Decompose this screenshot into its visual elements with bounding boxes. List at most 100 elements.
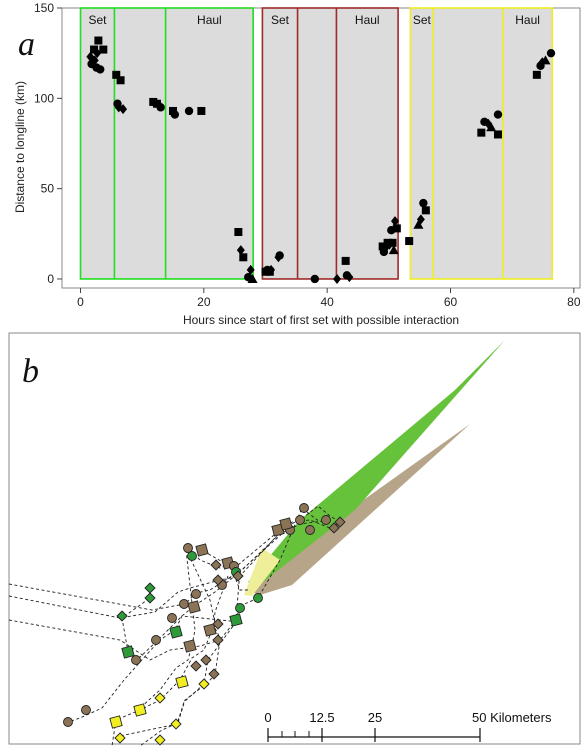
x-axis-title: Hours since start of first set with poss…	[183, 313, 459, 327]
brown-circle-marker	[299, 503, 309, 513]
green-square-marker	[121, 645, 135, 659]
data-point-square	[90, 45, 99, 54]
x-tick-label: 20	[197, 295, 211, 309]
brown-diamond-marker	[210, 559, 222, 571]
track-line	[239, 507, 321, 607]
set-label: Set	[271, 13, 290, 27]
track-line	[119, 621, 237, 737]
data-point-circle	[419, 198, 428, 208]
data-point-diamond	[333, 273, 342, 284]
brown-circle-marker	[295, 515, 305, 525]
data-point-square	[197, 106, 206, 115]
x-tick-label: 80	[567, 295, 581, 309]
data-point-square	[392, 224, 401, 233]
data-point-triangle	[486, 122, 497, 132]
data-point-square	[116, 76, 125, 85]
haul-label: Haul	[355, 13, 380, 27]
scale-label-50-kilometers: 50 Kilometers	[472, 710, 552, 725]
panel-a: a Set Haul Set Haul Set Haul 0 50 100 150 0 20 40 6…	[13, 1, 581, 327]
brown-circle-marker	[321, 515, 331, 525]
y-axis-title: Distance to longline (km)	[13, 81, 27, 213]
track-line	[139, 549, 196, 709]
brown-diamond-marker	[328, 522, 340, 534]
operation-box-2	[261, 7, 399, 280]
yellow-square-marker	[133, 703, 147, 717]
brown-circle-marker	[131, 655, 141, 665]
yellow-diamond-marker	[114, 732, 126, 744]
brown-circle-marker	[151, 635, 161, 645]
track-line	[8, 529, 281, 611]
data-point-diamond	[274, 252, 283, 263]
brown-circle-marker	[179, 599, 189, 609]
green-square-marker	[229, 613, 243, 627]
data-point-triangle	[247, 273, 258, 283]
data-point-square	[239, 253, 248, 262]
brown-square-marker	[183, 639, 197, 653]
yellow-square-marker	[109, 715, 123, 729]
data-point-square	[94, 36, 103, 45]
brown-diamond-marker	[208, 668, 220, 680]
y-tick-label: 150	[34, 1, 54, 15]
panel-a-letter: a	[18, 26, 35, 63]
data-points	[86, 36, 556, 284]
brown-diamond-marker	[200, 654, 212, 666]
yellow-square-marker	[175, 675, 189, 689]
brown-square-marker	[187, 600, 201, 614]
y-tick-label: 50	[41, 182, 55, 196]
track-line	[111, 548, 216, 746]
data-point-circle	[96, 65, 105, 74]
x-tick-label: 40	[320, 295, 334, 309]
data-point-diamond	[119, 104, 128, 115]
data-point-circle	[310, 274, 320, 284]
data-point-square	[234, 228, 243, 236]
yellow-diamond-marker	[154, 734, 166, 746]
data-point-square	[493, 130, 502, 139]
haul-label: Haul	[515, 13, 540, 27]
operation-box-3	[409, 7, 554, 280]
haul-label: Haul	[197, 13, 222, 27]
data-point-diamond	[345, 272, 354, 283]
panel-b-map: b	[8, 332, 581, 746]
scale-label-25: 25	[368, 710, 382, 725]
data-point-diamond	[93, 48, 102, 59]
data-point-diamond	[155, 100, 164, 111]
green-square-marker	[169, 625, 183, 639]
data-point-circle	[184, 106, 194, 116]
brown-circle-marker	[63, 717, 73, 727]
data-point-diamond	[246, 264, 255, 275]
brown-cone	[246, 424, 470, 595]
track-line	[184, 519, 343, 571]
y-tick-label: 100	[34, 91, 54, 105]
scale-label-0: 0	[264, 710, 271, 725]
track-line	[8, 619, 221, 661]
y-axis: 0 50 100 150	[34, 1, 62, 286]
scale-label-12-5: 12.5	[309, 710, 334, 725]
data-point-circle	[493, 110, 503, 119]
green-circle-marker	[253, 593, 263, 603]
brown-circle-marker	[305, 525, 315, 535]
data-point-triangle	[388, 245, 399, 255]
location-markers	[63, 503, 346, 746]
x-axis: 0 20 40 60 80	[77, 288, 581, 309]
operation-boxes: Set Haul Set Haul Set Haul	[79, 7, 554, 280]
x-tick-label: 0	[77, 295, 84, 309]
data-point-square	[261, 267, 270, 276]
data-point-triangle	[413, 219, 424, 229]
brown-circle-marker	[191, 589, 201, 599]
green-circle-marker	[235, 603, 245, 613]
data-point-square	[477, 128, 486, 137]
brown-diamond-marker	[334, 516, 346, 528]
yellow-diamond-marker	[170, 718, 182, 730]
panel-b-letter: b	[22, 353, 39, 390]
data-point-square	[169, 106, 177, 115]
data-point-square	[99, 45, 108, 54]
data-point-square	[532, 70, 541, 79]
yellow-cone	[244, 548, 280, 596]
brown-diamond-marker	[212, 634, 224, 646]
set-label: Set	[88, 13, 107, 27]
data-point-circle	[546, 48, 556, 58]
x-tick-label: 60	[444, 295, 458, 309]
y-tick-label: 0	[47, 272, 54, 286]
brown-diamond-marker	[212, 574, 224, 586]
